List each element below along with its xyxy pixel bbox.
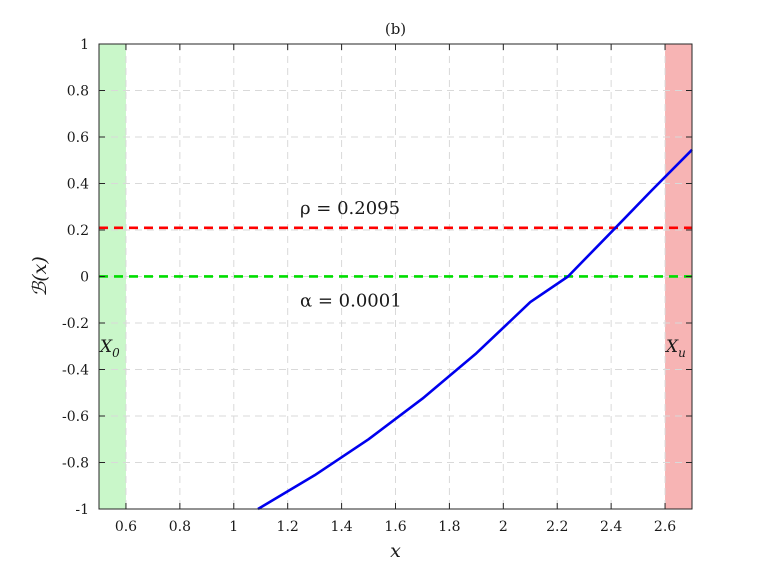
x-tick-label: 1.2 (277, 519, 299, 535)
x-tick-label: 0.6 (115, 519, 137, 535)
y-tick-label: 0.8 (67, 84, 89, 100)
y-tick-label: 0.4 (67, 177, 89, 193)
x-tick-label: 2.6 (654, 519, 676, 535)
y-tick-label: 0.6 (67, 130, 89, 146)
y-axis-label: ℬ(x) (29, 256, 51, 296)
y-tick-label: -0.4 (62, 363, 89, 379)
y-tick-label: -1 (75, 502, 89, 518)
barrier-curve (257, 148, 693, 511)
x-tick-label: 0.8 (169, 519, 191, 535)
chart-title: (b) (385, 20, 406, 38)
x-tick-label: 1.8 (438, 519, 460, 535)
x-tick-label: 1.6 (384, 519, 406, 535)
x-tick-label: 2.2 (546, 519, 568, 535)
alpha-annotation: α = 0.0001 (300, 290, 402, 311)
y-tick-label: 0 (80, 270, 89, 286)
x-tick-label: 1.4 (330, 519, 352, 535)
x-tick-label: 2 (499, 519, 508, 535)
rho-annotation: ρ = 0.2095 (300, 198, 400, 219)
y-tick-label: 0.2 (67, 223, 89, 239)
x-tick-label: 2.4 (600, 519, 622, 535)
initial-set-label: X0 (98, 337, 120, 360)
y-tick-label: -0.2 (62, 316, 89, 332)
unsafe-set-label: Xu (664, 337, 686, 360)
x-axis-label: x (390, 540, 401, 562)
y-tick-label: -0.8 (62, 456, 89, 472)
y-tick-label: -0.6 (62, 409, 89, 425)
x-tick-label: 1 (229, 519, 238, 535)
y-tick-label: 1 (80, 37, 89, 53)
